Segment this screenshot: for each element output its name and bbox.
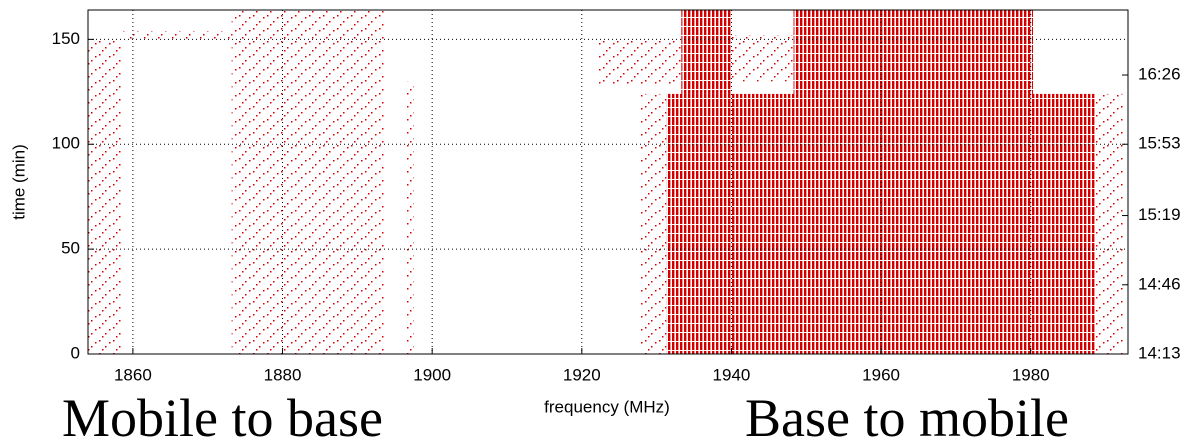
y-tick-label: 150 xyxy=(52,29,80,48)
x-tick-label: 1880 xyxy=(264,365,302,384)
occupancy-region xyxy=(731,35,794,82)
y-axis-label: time (min) xyxy=(9,144,28,220)
occupancy-region xyxy=(231,10,385,354)
y2-tick-label: 14:13 xyxy=(1138,343,1181,362)
y2-tick-label: 14:46 xyxy=(1138,274,1181,293)
x-tick-label: 1940 xyxy=(713,365,751,384)
x-tick-label: 1980 xyxy=(1012,365,1050,384)
annotation: Base to mobile xyxy=(745,388,1069,442)
occupancy-region xyxy=(681,10,732,94)
occupancy-region xyxy=(596,39,682,86)
x-tick-label: 1860 xyxy=(114,365,152,384)
y-tick-label: 50 xyxy=(61,239,80,258)
occupancy-region xyxy=(405,81,414,354)
y-tick-label: 100 xyxy=(52,134,80,153)
occupancy-region xyxy=(638,93,667,354)
y2-tick-label: 15:19 xyxy=(1138,205,1181,224)
occupancy-region xyxy=(121,30,232,40)
x-tick-label: 1960 xyxy=(862,365,900,384)
occupancy-region xyxy=(793,10,1033,94)
y2-tick-label: 15:53 xyxy=(1138,134,1181,153)
annotation: Mobile to base xyxy=(62,388,383,442)
y2-tick-label: 16:26 xyxy=(1138,65,1181,84)
y-tick-label: 0 xyxy=(71,343,80,362)
occupancy-region xyxy=(1095,93,1123,354)
x-axis-label: frequency (MHz) xyxy=(544,397,670,416)
plot-frame xyxy=(87,9,1129,355)
x-tick-label: 1900 xyxy=(413,365,451,384)
occupancy-region xyxy=(88,39,122,355)
x-tick-label: 1920 xyxy=(563,365,601,384)
